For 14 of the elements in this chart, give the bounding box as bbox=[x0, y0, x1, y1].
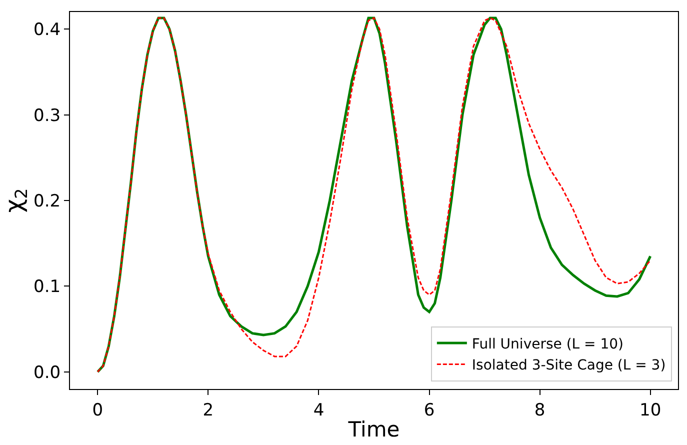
y-tick-label: 0.3 bbox=[34, 106, 61, 126]
x-tick-label: 0 bbox=[92, 400, 104, 420]
legend-label: Isolated 3-Site Cage (L = 3) bbox=[472, 358, 666, 374]
y-tick-label: 0.4 bbox=[34, 20, 61, 40]
y-tick-label: 0.0 bbox=[34, 362, 61, 383]
legend-label: Full Universe (L = 10) bbox=[472, 336, 624, 353]
x-tick-label: 8 bbox=[534, 400, 546, 420]
x-tick-label: 2 bbox=[202, 400, 214, 420]
y-tick-label: 0.1 bbox=[34, 277, 61, 298]
x-axis-title: Time bbox=[347, 418, 400, 442]
x-tick-label: 10 bbox=[640, 400, 662, 420]
y-tick-label: 0.2 bbox=[34, 191, 61, 212]
x-tick-label: 4 bbox=[313, 400, 324, 420]
x-tick-label: 6 bbox=[424, 400, 435, 420]
